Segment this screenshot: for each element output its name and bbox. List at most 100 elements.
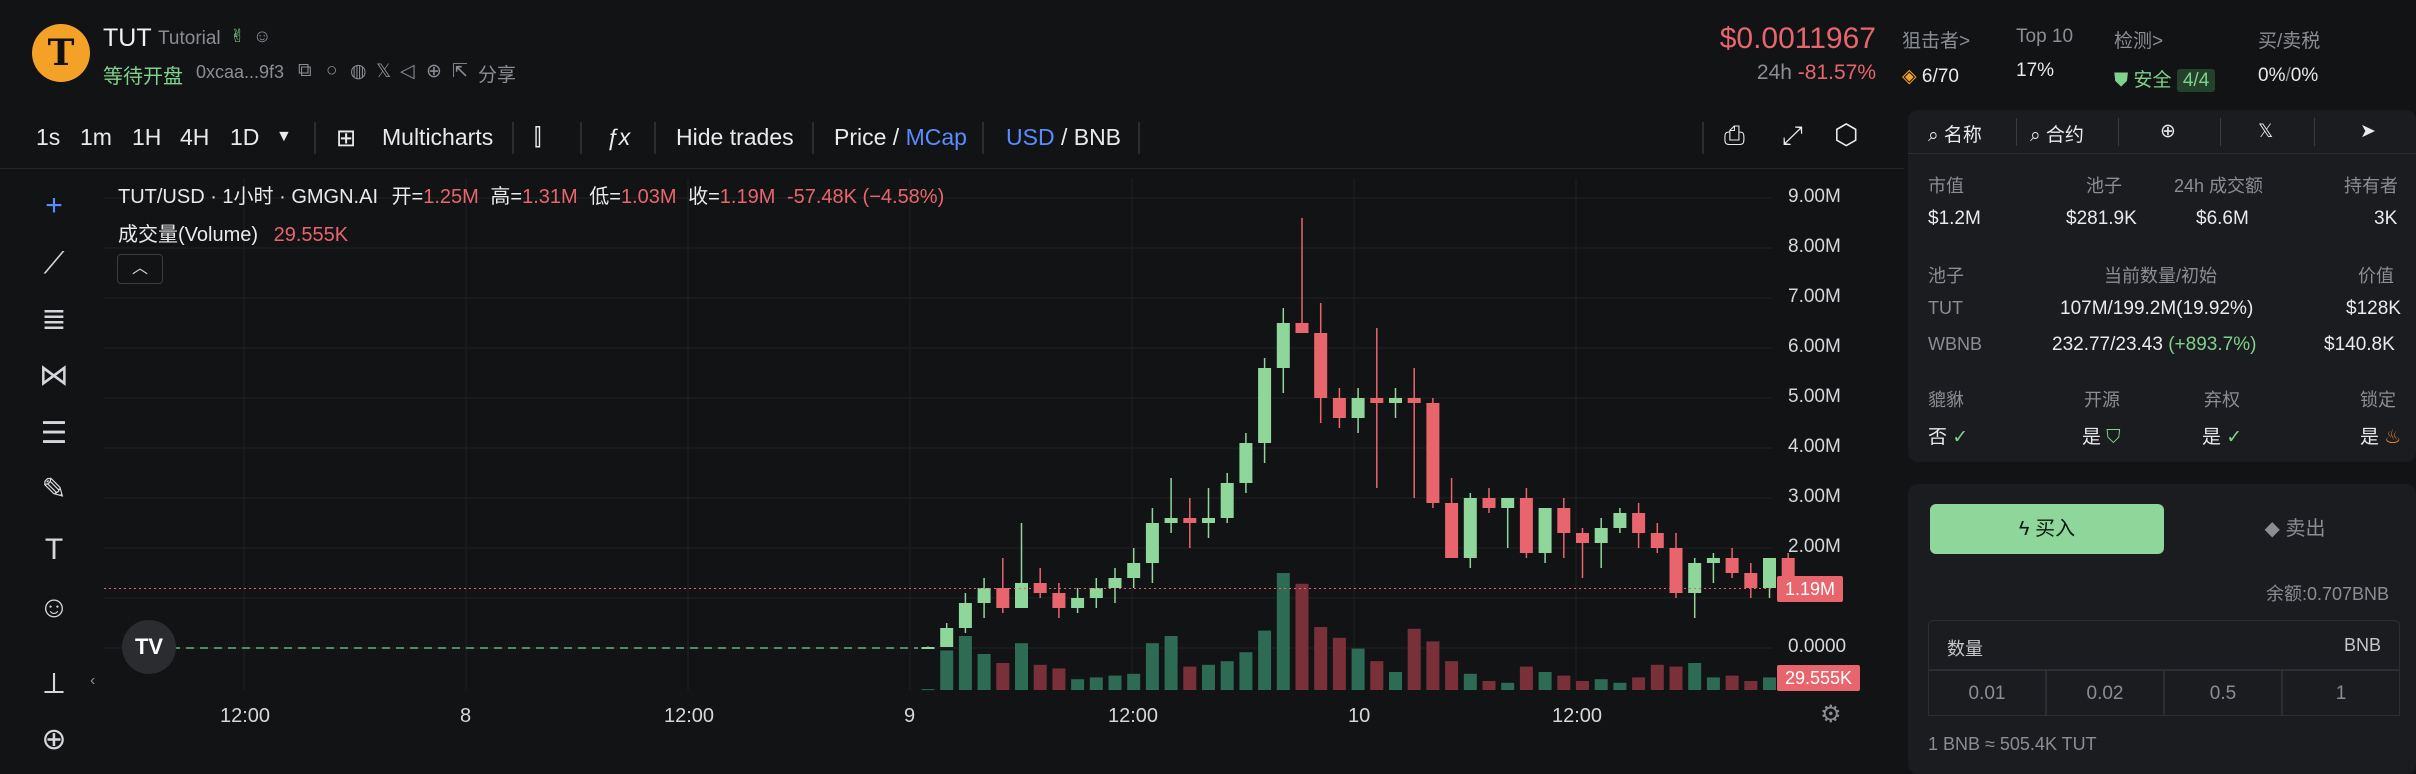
community-icon[interactable]: ◍	[350, 61, 367, 82]
preset-amount[interactable]: 1	[2282, 670, 2400, 716]
camera-icon[interactable]: ⎙	[1724, 120, 1745, 150]
quantity-input[interactable]: 数量 BNB	[1928, 620, 2400, 670]
tab-contract[interactable]: ⌕ 合约	[2030, 120, 2084, 147]
contract-address[interactable]: 0xcaa...9f3	[196, 62, 285, 82]
volume-bar	[1183, 666, 1197, 690]
collapse-legend-button[interactable]: ︿	[117, 254, 163, 284]
crosshair-icon[interactable]: +	[45, 189, 63, 222]
volume-label: 成交量(Volume)	[118, 224, 259, 246]
globe-icon[interactable]: ⊕	[426, 61, 442, 82]
candle-body	[1519, 498, 1533, 553]
trendline-icon[interactable]: ⟋	[43, 247, 65, 280]
volume-bar	[1276, 573, 1290, 690]
last-volume-tag: 29.555K	[1777, 665, 1861, 691]
volume-bar	[1594, 679, 1608, 690]
interval-1d[interactable]: 1D	[230, 124, 260, 150]
candle-body	[1108, 578, 1122, 588]
volume-bar	[1426, 641, 1440, 690]
candle-body	[1089, 588, 1103, 598]
token-price: $0.0011967	[1719, 22, 1876, 55]
copy-icon[interactable]: ⧉	[298, 60, 312, 81]
axis-settings-icon[interactable]: ⚙	[1820, 701, 1842, 728]
x-icon[interactable]: 𝕏	[376, 61, 392, 82]
interval-1s[interactable]: 1s	[36, 124, 61, 150]
candle-body	[1669, 548, 1683, 593]
fib-icon[interactable]: ≣	[41, 303, 67, 336]
candle-body	[1613, 513, 1627, 528]
candle-type-icon[interactable]: ⫿	[534, 124, 542, 150]
interval-dropdown-icon[interactable]: ▼	[276, 128, 292, 145]
brush-icon[interactable]: ✎	[41, 473, 67, 506]
x-tick-label: 12:00	[1552, 705, 1603, 727]
stat-snipers[interactable]: 狙击者> ◈ 6/70	[1902, 26, 1970, 88]
tab-name[interactable]: ⌕ 名称	[1928, 120, 1982, 147]
zoom-icon[interactable]: ⊕	[41, 723, 67, 756]
volume-bar	[1407, 628, 1421, 690]
interval-1m[interactable]: 1m	[80, 124, 112, 150]
telegram-icon[interactable]: ◁	[400, 61, 415, 82]
usd-option[interactable]: USD	[1006, 124, 1055, 150]
buy-tab[interactable]: ϟ 买入	[1930, 504, 2164, 554]
tag-icon: ◆	[2264, 518, 2280, 540]
multicharts-button[interactable]: Multicharts	[382, 124, 494, 150]
search-icon[interactable]: ○	[326, 60, 338, 81]
pattern-icon[interactable]: ⋈	[39, 359, 69, 392]
mcap-option[interactable]: MCap	[905, 124, 967, 150]
volume-bar	[1295, 583, 1309, 690]
volume-bar	[1202, 664, 1215, 690]
price-option[interactable]: Price	[834, 124, 887, 150]
x-icon[interactable]: 𝕏	[2258, 121, 2274, 142]
interval-1h[interactable]: 1H	[132, 124, 162, 150]
stat-audit[interactable]: 检测> ⛊ 安全 4/4	[2114, 26, 2216, 92]
ruler-icon[interactable]: ⟂	[43, 667, 64, 700]
tradingview-logo[interactable]: TV	[122, 620, 176, 674]
interval-4h[interactable]: 4H	[180, 124, 210, 150]
buy-tax: 0%	[2258, 65, 2286, 86]
settings-icon[interactable]: ⬡	[1834, 119, 1859, 150]
currency-toggle[interactable]: USD / BNB	[1006, 124, 1121, 151]
check-text: 是	[2202, 427, 2222, 448]
volume-bar	[1650, 664, 1664, 690]
add-chart-icon[interactable]: ⊞	[336, 125, 357, 152]
pool-head: 池子	[1928, 266, 1964, 286]
check-text: 否	[1928, 427, 1948, 448]
x-tick-label: 9	[904, 705, 916, 727]
volume-bar	[977, 654, 991, 690]
preset-amount[interactable]: 0.01	[1928, 670, 2046, 716]
hide-trades-button[interactable]: Hide trades	[676, 124, 794, 150]
fire-icon: ♨	[2384, 427, 2402, 448]
share-icon[interactable]: ⇱	[452, 61, 468, 82]
volume-bar	[1370, 661, 1384, 690]
stat-label: 检测>	[2114, 31, 2164, 52]
collapse-tools-icon[interactable]: ‹	[90, 672, 96, 689]
token-tag: Tutorial	[158, 28, 221, 49]
preset-amount[interactable]: 0.02	[2046, 670, 2164, 716]
toolbar-divider	[0, 168, 1904, 169]
volume-label: 24h 成交额	[2174, 176, 2264, 196]
info-tabs: ⌕ 名称 ⌕ 合约 ⊕ 𝕏 ➤	[1908, 110, 2416, 154]
preset-amount[interactable]: 0.5	[2164, 670, 2282, 716]
website-icon[interactable]: ⊕	[2160, 121, 2176, 142]
telegram-icon[interactable]: ➤	[2360, 121, 2376, 142]
share-label[interactable]: 分享	[478, 65, 517, 86]
fullscreen-icon[interactable]: ⤢	[1782, 120, 1803, 150]
y-tick-label: 5.00M	[1788, 386, 1841, 407]
token-name: TUT	[103, 24, 152, 52]
x-tick-label: 12:00	[1108, 705, 1159, 727]
emoji-icon[interactable]: ☺	[38, 591, 70, 624]
price-mcap-toggle[interactable]: Price / MCap	[834, 124, 967, 151]
y-tick-label: 9.00M	[1788, 186, 1841, 207]
token-header: T TUT Tutorial ✌ ☺ 等待开盘 0xcaa...9f3 ⧉ ○ …	[0, 0, 2416, 104]
sell-tab[interactable]: ◆ 卖出	[2190, 504, 2400, 554]
text-tool-icon[interactable]: T	[44, 533, 64, 566]
target-icon: ◈	[1902, 66, 1917, 87]
measure-lines-icon[interactable]: ☰	[40, 417, 68, 450]
volume-bar	[1220, 661, 1234, 690]
candle-body	[996, 588, 1010, 608]
indicators-icon[interactable]: ƒx	[606, 124, 631, 150]
price-chart[interactable]	[0, 0, 1905, 760]
bnb-option[interactable]: BNB	[1073, 124, 1122, 150]
volume-bar	[1557, 675, 1571, 690]
check-value: 否 ✓	[1928, 422, 1968, 449]
volume-bar	[1145, 643, 1159, 690]
